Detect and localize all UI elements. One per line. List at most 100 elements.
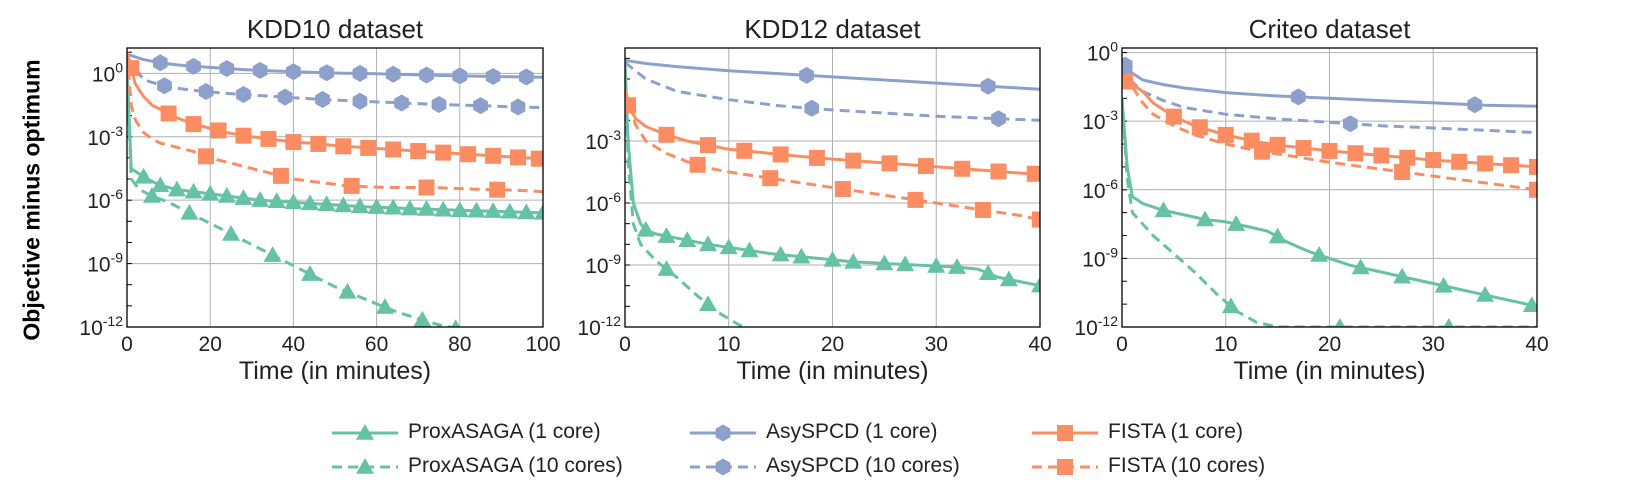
- data-point-fista: [1026, 165, 1040, 182]
- data-point-fista: [310, 135, 327, 152]
- data-point-fista: [907, 191, 924, 208]
- legend-marker: [356, 458, 374, 474]
- data-point-asyspcd: [1342, 115, 1358, 133]
- data-point-asyspcd: [394, 94, 409, 112]
- x-tick-label: 40: [1028, 333, 1051, 356]
- data-point-fista: [210, 122, 227, 139]
- data-point-fista: [1394, 163, 1411, 180]
- series-line-asyspcd-10-cores: [1122, 65, 1537, 135]
- y-tick-label: 100: [92, 59, 123, 86]
- data-point-fista: [510, 149, 527, 166]
- data-point-fista: [1321, 142, 1338, 159]
- data-point-fista: [530, 150, 543, 167]
- axes-frame: [624, 47, 1041, 328]
- data-point-proxasaga: [201, 184, 220, 201]
- data-point-proxasaga: [267, 192, 286, 208]
- data-point-proxasaga: [699, 295, 717, 312]
- chart-panel-2: 0 10 20 30 40 10-3 10-6 10-9 10-12 KDD12 dataset T…: [577, 14, 1051, 385]
- data-point-fista: [185, 116, 202, 133]
- data-point-fista: [1503, 157, 1520, 174]
- data-point-proxasaga: [927, 257, 946, 273]
- data-point-fista: [1269, 136, 1286, 153]
- x-axis-label: Time (in minutes): [736, 357, 928, 385]
- data-point-asyspcd: [219, 60, 235, 77]
- data-point-proxasaga: [1154, 201, 1173, 218]
- legend-swatch-fista-10: [1032, 459, 1098, 475]
- data-point-proxasaga: [413, 310, 432, 327]
- x-axis-label: Time (in minutes): [239, 357, 431, 385]
- data-point-asyspcd: [236, 86, 251, 103]
- data-point-fista: [1254, 143, 1271, 160]
- data-point-proxasaga: [896, 255, 915, 272]
- data-point-proxasaga: [1334, 318, 1346, 327]
- data-point-fista: [700, 137, 716, 154]
- data-point-proxasaga: [1196, 210, 1214, 227]
- y-tick-label: 10-9: [87, 250, 123, 277]
- data-point-proxasaga: [263, 246, 282, 262]
- data-point-asyspcd: [198, 83, 214, 100]
- x-tick-label: 30: [1422, 333, 1445, 356]
- data-point-asyspcd: [319, 64, 334, 82]
- data-point-proxasaga: [334, 196, 353, 213]
- data-point-proxasaga: [875, 254, 894, 271]
- x-tick-label: 20: [821, 333, 844, 356]
- data-point-proxasaga: [1351, 258, 1370, 275]
- data-point-fista: [1347, 145, 1364, 162]
- legend-swatch-proxasaga-1: [332, 424, 398, 440]
- data-point-proxasaga: [317, 195, 336, 212]
- data-point-proxasaga: [771, 245, 790, 262]
- data-point-proxasaga: [217, 186, 236, 203]
- data-point-fista: [360, 139, 377, 156]
- data-point-fista: [917, 158, 934, 175]
- data-point-fista: [1529, 158, 1537, 175]
- data-point-fista: [1032, 211, 1040, 228]
- chart-title: KDD10 dataset: [247, 14, 424, 44]
- data-point-proxasaga: [400, 199, 419, 216]
- data-point-proxasaga: [678, 231, 697, 247]
- legend-label: AsySPCD (1 core): [766, 420, 938, 443]
- x-tick-label: 10: [1214, 333, 1237, 356]
- data-point-fista: [658, 126, 675, 143]
- plot-area: [625, 58, 1040, 327]
- x-tick-label: 40: [282, 333, 305, 356]
- data-point-proxasaga: [167, 180, 186, 197]
- data-point-fista: [772, 146, 789, 163]
- chart-title: KDD12 dataset: [744, 14, 921, 44]
- data-point-asyspcd: [799, 66, 814, 84]
- data-point-asyspcd: [157, 77, 172, 95]
- series-line-fista-10-cores: [1122, 74, 1537, 192]
- data-point-proxasaga: [434, 200, 453, 217]
- data-point-fista: [343, 177, 360, 194]
- data-point-proxasaga: [979, 264, 998, 281]
- data-point-fista: [1191, 119, 1208, 136]
- data-point-proxasaga: [284, 193, 303, 210]
- data-point-fista: [881, 155, 898, 172]
- data-point-fista: [272, 167, 289, 184]
- x-tick-label: 30: [925, 333, 948, 356]
- data-point-asyspcd: [385, 65, 401, 83]
- legend-marker: [1057, 459, 1073, 475]
- x-axis-label: Time (in minutes): [1233, 357, 1425, 385]
- data-point-proxasaga: [1434, 276, 1453, 293]
- legend-swatch-fista-1: [1032, 425, 1098, 441]
- x-tick-label: 100: [525, 333, 560, 356]
- data-point-fista: [1425, 152, 1442, 169]
- x-tick-label: 20: [199, 333, 222, 356]
- data-point-proxasaga: [657, 227, 676, 243]
- data-point-fista: [335, 138, 352, 155]
- data-point-fista: [834, 181, 851, 198]
- data-point-proxasaga: [699, 235, 717, 252]
- data-point-asyspcd: [1291, 88, 1306, 106]
- series-line-proxasaga-1-core: [1122, 98, 1537, 308]
- data-point-asyspcd: [277, 88, 293, 106]
- data-point-proxasaga: [1227, 215, 1246, 231]
- data-point-proxasaga: [151, 176, 170, 193]
- legend-swatch-proxasaga-10: [332, 458, 398, 474]
- data-point-proxasaga: [1443, 318, 1454, 327]
- legend-label: ProxASAGA (10 cores): [408, 454, 623, 477]
- data-point-asyspcd: [473, 97, 488, 115]
- data-point-fista: [1373, 147, 1390, 164]
- data-point-fista: [235, 127, 252, 144]
- legend-item-proxasaga-1: ProxASAGA (1 core): [330, 418, 630, 448]
- data-point-proxasaga: [234, 189, 253, 205]
